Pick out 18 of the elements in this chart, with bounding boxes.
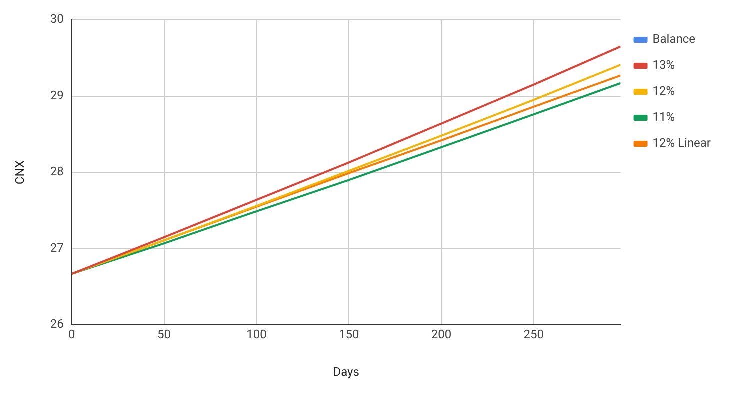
legend-label: 11% <box>652 110 676 124</box>
legend-label: 13% <box>652 58 676 72</box>
legend-label: 12% Linear <box>652 136 711 150</box>
y-tick-label: 26 <box>50 317 64 332</box>
legend-label: Balance <box>652 32 696 46</box>
x-tick-label: 100 <box>246 327 268 342</box>
y-axis-title: CNX <box>13 160 28 185</box>
y-tick-label: 28 <box>50 164 64 179</box>
x-tick-label: 50 <box>158 327 172 342</box>
legend-label: 12% <box>652 84 676 98</box>
x-axis-title: Days <box>333 364 360 379</box>
x-tick-label: 200 <box>431 327 452 342</box>
x-tick-label: 150 <box>338 327 360 342</box>
y-tick-label: 30 <box>50 12 64 26</box>
y-tick-label: 29 <box>50 88 64 102</box>
x-tick-label: 0 <box>68 327 76 342</box>
x-tick-label: 250 <box>524 327 544 342</box>
y-tick-label: 27 <box>50 240 64 255</box>
